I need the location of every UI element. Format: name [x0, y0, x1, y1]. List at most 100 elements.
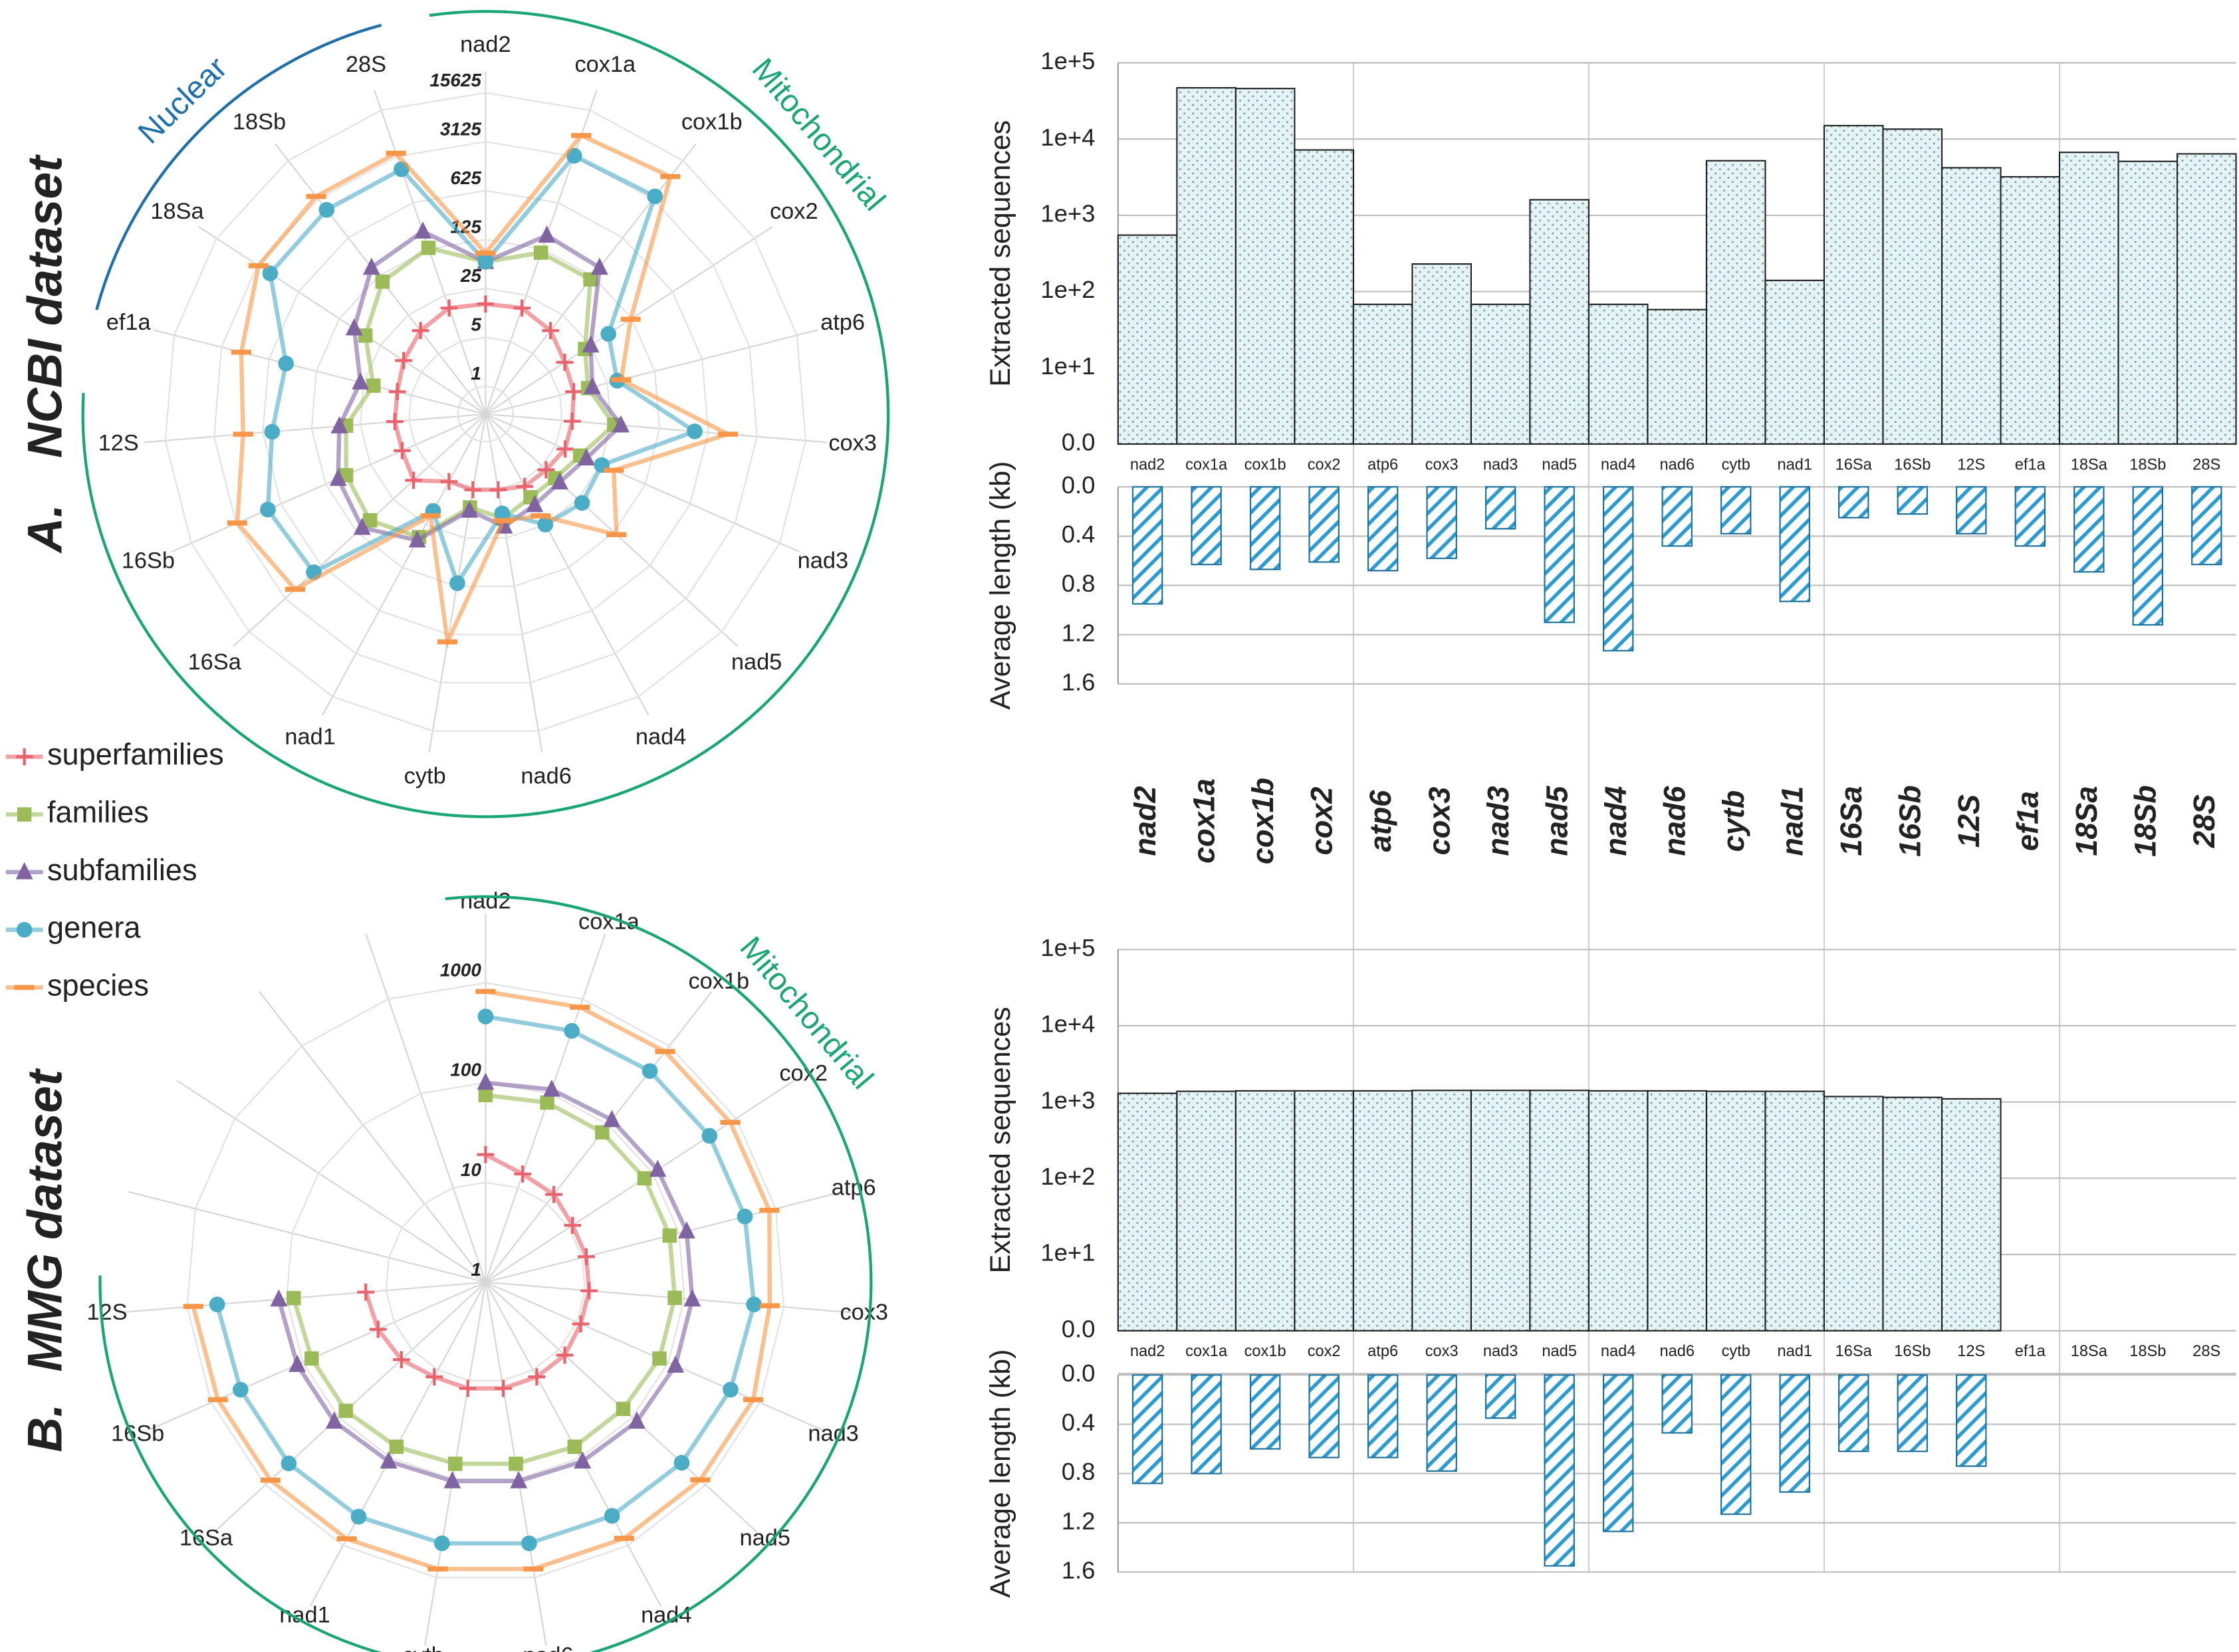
annotation: Mitochondrial: [745, 52, 892, 217]
bar: [1661, 1374, 1693, 1434]
spoke: [485, 413, 649, 716]
marker: [538, 225, 556, 243]
bar: [1235, 88, 1296, 445]
spoke: [485, 413, 543, 753]
arc: [81, 10, 890, 818]
arc: [98, 895, 873, 1652]
marker: [603, 1110, 621, 1127]
axis-label: 16Sb: [122, 548, 175, 574]
marker: [352, 372, 370, 390]
marker: [389, 1439, 404, 1454]
r-tick-label: 1: [471, 363, 481, 384]
marker: [264, 423, 281, 440]
marker: [533, 245, 548, 260]
y-tick-label: 1e+2: [1040, 276, 1095, 303]
marker: [477, 254, 494, 270]
x-tick-label: 28S: [2192, 456, 2220, 473]
axis-label: cox1b: [681, 110, 743, 135]
bar: [2191, 486, 2222, 566]
bar: [1352, 1090, 1413, 1332]
y-axis-title: Average length (kb): [985, 461, 1016, 710]
gene-label: ef1a: [2011, 791, 2045, 851]
bar: [2014, 486, 2046, 547]
marker: [510, 1471, 528, 1488]
arc: [95, 23, 382, 310]
y-tick-label: 1e+1: [1040, 352, 1095, 380]
marker: [556, 1346, 574, 1364]
axis-label: cox1b: [688, 969, 749, 994]
marker: [461, 500, 479, 518]
bar: [1661, 486, 1693, 547]
spoke: [485, 413, 828, 443]
marker: [434, 1535, 450, 1552]
axis-label: nad2: [460, 888, 511, 913]
axis-label: nad4: [636, 724, 686, 749]
axis-label: 18Sa: [150, 199, 204, 224]
bar: [2073, 486, 2105, 573]
marker: [278, 356, 295, 372]
marker: [405, 471, 423, 489]
legend-label: superfamilies: [47, 737, 224, 771]
y-tick-label: 1e+5: [1040, 47, 1095, 74]
marker: [440, 299, 458, 317]
spoke: [485, 413, 739, 647]
marker: [637, 1171, 652, 1186]
x-tick-label: 16Sb: [1894, 1343, 1931, 1360]
axis-label: cytb: [402, 1643, 444, 1652]
y-tick-label: 0.4: [1062, 1409, 1096, 1436]
marker: [591, 257, 608, 275]
y-tick-label: 1e+1: [1040, 1239, 1095, 1266]
y-tick-label: 1e+5: [1040, 934, 1095, 961]
marker: [209, 1296, 225, 1312]
axis-label: 18Sb: [233, 110, 286, 135]
marker: [287, 1290, 301, 1306]
marker: [649, 1159, 667, 1177]
marker: [578, 1248, 595, 1266]
marker: [477, 1008, 494, 1024]
axis-label: cox3: [840, 1300, 888, 1325]
bar: [1897, 1374, 1928, 1453]
marker: [574, 1451, 592, 1469]
marker: [578, 448, 595, 466]
axis-label: nad2: [460, 32, 511, 57]
marker: [600, 326, 616, 342]
x-tick-label: cox3: [1425, 1343, 1459, 1360]
y-tick-label: 1.2: [1062, 619, 1096, 646]
axis-label: cox1a: [578, 909, 640, 934]
x-tick-label: cox1b: [1244, 1343, 1286, 1360]
marker: [369, 1320, 387, 1338]
axis-label: 16Sb: [111, 1421, 164, 1446]
panel-letter: B.: [18, 1403, 72, 1452]
marker: [477, 1072, 495, 1090]
x-tick-label: atp6: [1367, 1343, 1398, 1360]
bar: [1470, 1090, 1531, 1332]
marker: [329, 469, 347, 486]
grid-ring: [310, 239, 661, 587]
panel-letter: A.: [18, 504, 72, 554]
x-tick-label: nad1: [1777, 1343, 1812, 1360]
gene-label: nad2: [1128, 786, 1162, 856]
marker: [350, 1508, 367, 1525]
y-axis-title: Average length (kb): [985, 1350, 1016, 1598]
bar: [1411, 1090, 1472, 1332]
marker: [449, 575, 465, 592]
legend-label: species: [47, 968, 149, 1002]
marker: [564, 1022, 580, 1039]
spoke: [153, 329, 486, 415]
gene-label: cox1b: [1246, 778, 1280, 864]
series-line: [235, 132, 734, 649]
bar: [1603, 1374, 1634, 1532]
axis-label: nad5: [731, 649, 782, 675]
y-tick-label: 0.0: [1062, 1359, 1096, 1387]
bar: [1249, 1374, 1281, 1450]
bar: [1249, 486, 1281, 570]
marker: [345, 318, 363, 336]
marker: [540, 1095, 554, 1110]
marker: [542, 322, 559, 340]
marker: [678, 1221, 695, 1239]
x-tick-label: 16Sa: [1835, 1343, 1873, 1360]
x-tick-label: cytb: [1722, 456, 1750, 473]
marker: [687, 423, 703, 439]
spoke: [365, 933, 487, 1283]
